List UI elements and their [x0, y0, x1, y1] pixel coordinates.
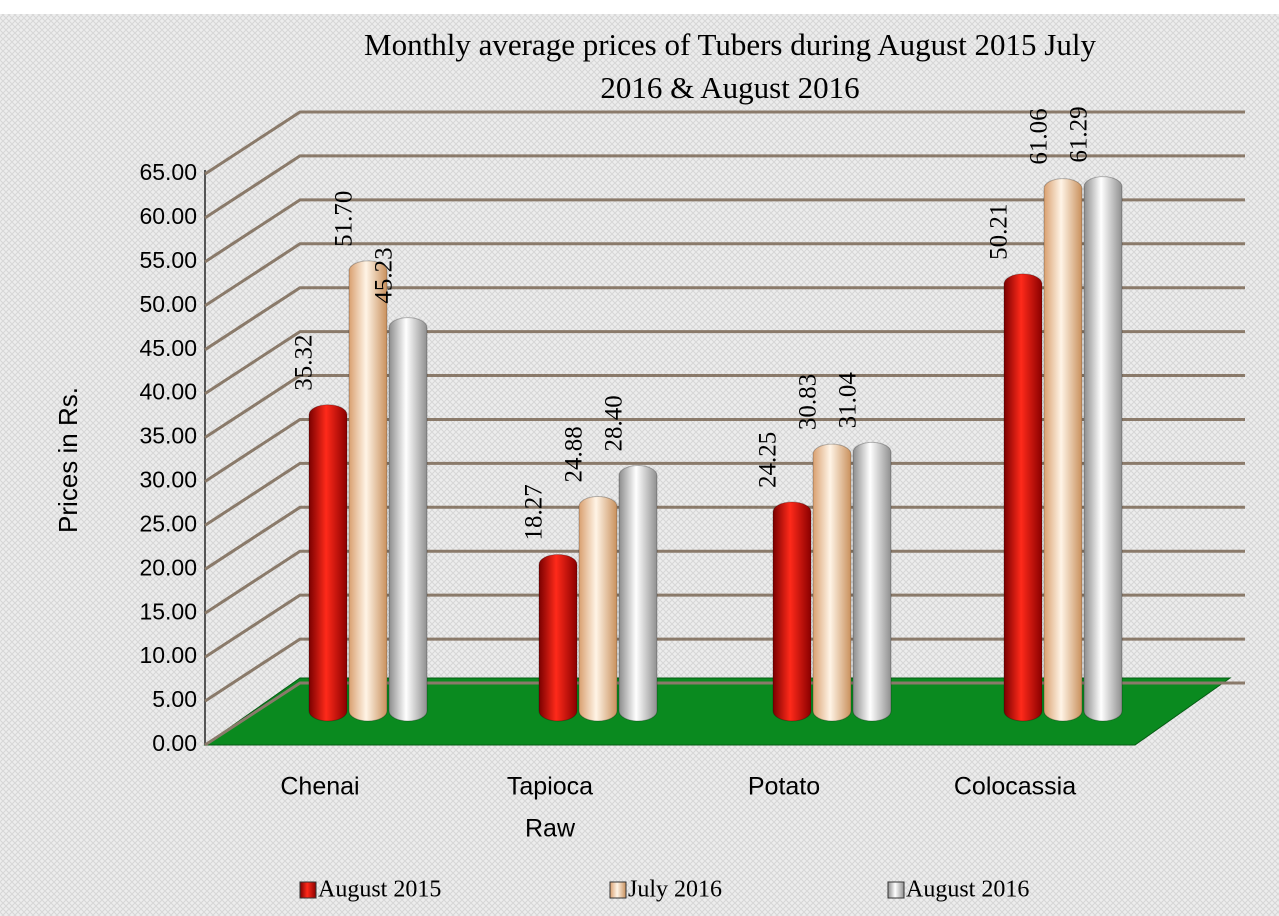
bar — [812, 443, 852, 722]
bar — [618, 465, 658, 722]
x-tick-label: Tapioca — [507, 773, 593, 801]
data-label: 35.32 — [291, 334, 318, 390]
y-tick-label: 55.00 — [139, 247, 197, 273]
grid-line — [204, 154, 1245, 220]
bar — [1083, 176, 1123, 722]
data-label: 28.40 — [601, 395, 628, 451]
bar — [1043, 178, 1083, 722]
bar — [388, 317, 428, 722]
legend-swatch — [299, 881, 317, 899]
floor — [203, 677, 1232, 746]
bar — [308, 404, 348, 722]
y-tick-label: 45.00 — [139, 335, 197, 361]
bar — [348, 260, 388, 722]
data-label: 31.04 — [835, 372, 862, 429]
bar — [772, 501, 812, 722]
y-tick-label: 40.00 — [139, 379, 197, 405]
grid-line — [204, 110, 1245, 176]
y-tick-label: 5.00 — [152, 686, 197, 712]
x-tick-label: Potato — [748, 773, 820, 801]
y-tick-label: 30.00 — [139, 467, 197, 493]
data-label: 18.27 — [521, 484, 548, 540]
grid-line — [204, 461, 1245, 527]
grid-line — [204, 417, 1245, 483]
bar — [852, 441, 892, 722]
data-label: 45.23 — [371, 247, 398, 303]
data-label: 61.29 — [1066, 106, 1093, 162]
grid-line — [204, 286, 1245, 351]
legend-swatch — [609, 881, 627, 899]
grid-line — [204, 330, 1245, 395]
y-tick-label: 0.00 — [152, 730, 197, 756]
legend-label: August 2015 — [318, 877, 441, 903]
grid-line — [204, 198, 1245, 264]
y-tick-label: 60.00 — [139, 203, 197, 229]
grid-line — [204, 593, 1245, 659]
legend-label: August 2016 — [906, 877, 1029, 903]
chart-title: Monthly average prices of Tubers during … — [364, 27, 1096, 105]
data-label: 24.88 — [561, 426, 588, 482]
y-tick-label: 35.00 — [139, 423, 197, 449]
x-tick-label: Raw — [525, 815, 576, 843]
y-tick-label: 10.00 — [139, 642, 197, 668]
data-label: 61.06 — [1026, 108, 1053, 164]
y-axis-label: Prices in Rs. — [53, 387, 83, 533]
grid-line — [204, 242, 1245, 308]
bar — [1003, 273, 1043, 722]
grid-line — [204, 549, 1245, 615]
legend-swatch — [887, 881, 905, 899]
x-tick-label: Colocassia — [954, 773, 1076, 801]
x-tick-label: Chenai — [280, 773, 359, 801]
top-strip — [0, 0, 1279, 14]
grid-line — [204, 374, 1245, 439]
grid-line — [204, 505, 1245, 571]
data-label: 50.21 — [986, 204, 1013, 260]
data-label: 51.70 — [331, 191, 358, 247]
grid-line — [204, 681, 1245, 747]
y-tick-label: 50.00 — [139, 291, 197, 317]
data-label: 24.25 — [755, 432, 782, 488]
bar — [538, 554, 578, 722]
y-tick-label: 25.00 — [139, 510, 197, 536]
legend-label: July 2016 — [628, 877, 722, 903]
bar — [578, 495, 618, 722]
y-tick-label: 65.00 — [139, 159, 197, 185]
data-label: 30.83 — [795, 374, 822, 430]
y-tick-label: 15.00 — [139, 598, 197, 624]
y-tick-label: 20.00 — [139, 554, 197, 580]
grid-line — [204, 637, 1245, 703]
